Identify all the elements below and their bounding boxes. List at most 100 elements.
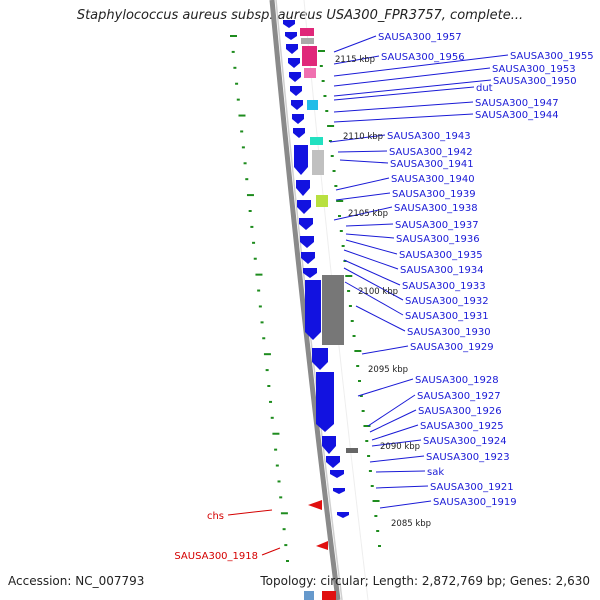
- label-connector: [333, 206, 393, 221]
- label-connector: [333, 35, 377, 53]
- gene-label[interactable]: SAUSA300_1923: [426, 452, 510, 463]
- gene-label[interactable]: SAUSA300_1937: [395, 220, 479, 231]
- gene-label[interactable]: SAUSA300_1938: [394, 203, 478, 214]
- gene-label[interactable]: SAUSA300_1944: [475, 110, 559, 121]
- gene-label[interactable]: SAUSA300_1925: [420, 421, 504, 432]
- ruler-label: 2115 kbp: [335, 55, 375, 65]
- gc-tick-outer: [231, 50, 235, 53]
- backbone-arc: [269, 0, 341, 600]
- gc-tick-outer: [258, 305, 262, 308]
- gene-label[interactable]: SAUSA300_1939: [392, 189, 476, 200]
- feature-block: [310, 137, 323, 145]
- gene-label[interactable]: SAUSA300_1921: [430, 482, 514, 493]
- gene-arrow: [322, 436, 336, 454]
- gene-label[interactable]: SAUSA300_1956: [381, 52, 465, 63]
- feature-block: [300, 28, 314, 36]
- gene-arrow: [337, 512, 349, 518]
- label-connector: [333, 86, 475, 101]
- gene-label[interactable]: SAUSA300_1943: [387, 131, 471, 142]
- gene-label[interactable]: SAUSA300_1929: [410, 342, 494, 353]
- gc-tick-outer: [260, 321, 264, 324]
- gene-label[interactable]: SAUSA300_1931: [405, 311, 489, 322]
- gc-tick-outer: [270, 416, 274, 419]
- label-connector: [343, 267, 404, 301]
- feature-block: [307, 100, 318, 110]
- feature-block: [322, 591, 336, 600]
- gene-arrow: [283, 20, 295, 28]
- gene-label[interactable]: SAUSA300_1919: [433, 497, 517, 508]
- gene-label[interactable]: SAUSA300_1935: [399, 250, 483, 261]
- gc-tick-outer: [238, 114, 246, 117]
- gene-label[interactable]: sak: [427, 467, 444, 478]
- label-connector: [329, 134, 386, 143]
- gc-tick-outer: [277, 480, 281, 483]
- gene-label[interactable]: SAUSA300_1924: [423, 436, 507, 447]
- label-connector: [371, 424, 419, 441]
- gene-arrow: [330, 470, 344, 478]
- gc-tick-outer: [245, 178, 249, 181]
- label-connector: [375, 485, 429, 489]
- gc-tick-inner: [376, 530, 380, 532]
- label-connector: [361, 345, 409, 355]
- label-connector: [343, 259, 401, 286]
- reverse-gene-label[interactable]: SAUSA300_1918: [174, 551, 258, 562]
- ruler-label: 2100 kbp: [358, 287, 398, 297]
- gc-tick-outer: [263, 353, 271, 356]
- gc-tick-outer: [262, 337, 266, 340]
- gc-tick-outer: [257, 289, 261, 292]
- reverse-gene-label[interactable]: chs: [207, 511, 224, 522]
- label-connector: [335, 192, 391, 201]
- gene-label[interactable]: SAUSA300_1930: [407, 327, 491, 338]
- gene-arrow: [293, 128, 305, 138]
- gene-label[interactable]: dut: [476, 83, 493, 94]
- feature-block: [322, 275, 344, 345]
- gene-label[interactable]: SAUSA300_1927: [417, 391, 501, 402]
- gene-label[interactable]: SAUSA300_1934: [400, 265, 484, 276]
- label-lines: [227, 35, 509, 556]
- label-connector: [339, 159, 389, 164]
- gc-tick-inner: [339, 230, 343, 232]
- gene-label[interactable]: SAUSA300_1928: [415, 375, 499, 386]
- feature-block: [346, 448, 358, 453]
- gene-label[interactable]: SAUSA300_1942: [389, 147, 473, 158]
- gene-label[interactable]: SAUSA300_1941: [390, 159, 474, 170]
- gene-arrow: [303, 268, 317, 278]
- gene-arrow: [312, 348, 328, 370]
- gene-arrow: [290, 86, 302, 96]
- gc-tick-outer: [248, 210, 252, 212]
- gene-label[interactable]: SAUSA300_1933: [402, 281, 486, 292]
- gc-tick-inner: [334, 185, 338, 187]
- feature-block: [312, 150, 324, 175]
- ruler-label: 2095 kbp: [368, 365, 408, 375]
- gene-labels[interactable]: SAUSA300_1957 SAUSA300_1956 SAUSA300_1955 S…: [174, 32, 593, 562]
- feature-block: [304, 68, 316, 78]
- label-connector: [333, 113, 474, 123]
- gc-tick-outer: [274, 448, 278, 451]
- gene-arrow: [297, 200, 311, 214]
- gc-tick-inner: [327, 125, 335, 127]
- gene-label[interactable]: SAUSA300_1932: [405, 296, 489, 307]
- label-connector-red: [261, 547, 281, 556]
- gene-label[interactable]: SAUSA300_1950: [493, 76, 577, 87]
- gene-label[interactable]: SAUSA300_1926: [418, 406, 502, 417]
- gene-label[interactable]: SAUSA300_1957: [378, 32, 462, 43]
- gc-tick-outer: [280, 512, 288, 515]
- gc-tick-outer: [286, 560, 289, 562]
- gc-tick-inner: [378, 545, 381, 547]
- gene-label[interactable]: SAUSA300_1953: [492, 64, 576, 75]
- label-connector: [333, 79, 492, 97]
- label-connector: [345, 223, 394, 227]
- ruler-label: 2105 kbp: [348, 209, 388, 219]
- gene-label[interactable]: SAUSA300_1936: [396, 234, 480, 245]
- gc-tick-outer: [282, 528, 286, 531]
- gene-label[interactable]: SAUSA300_1955: [510, 51, 594, 62]
- gene-label[interactable]: SAUSA300_1940: [391, 174, 475, 185]
- accession-text: Accession: NC_007793: [8, 574, 145, 588]
- label-connector: [344, 281, 404, 316]
- gene-label[interactable]: SAUSA300_1947: [475, 98, 559, 109]
- label-connector: [369, 455, 425, 463]
- gc-tick-outer: [255, 273, 263, 276]
- gc-tick-outer: [252, 241, 256, 244]
- label-connector: [333, 55, 380, 65]
- gene-arrow-reverse: [316, 541, 328, 550]
